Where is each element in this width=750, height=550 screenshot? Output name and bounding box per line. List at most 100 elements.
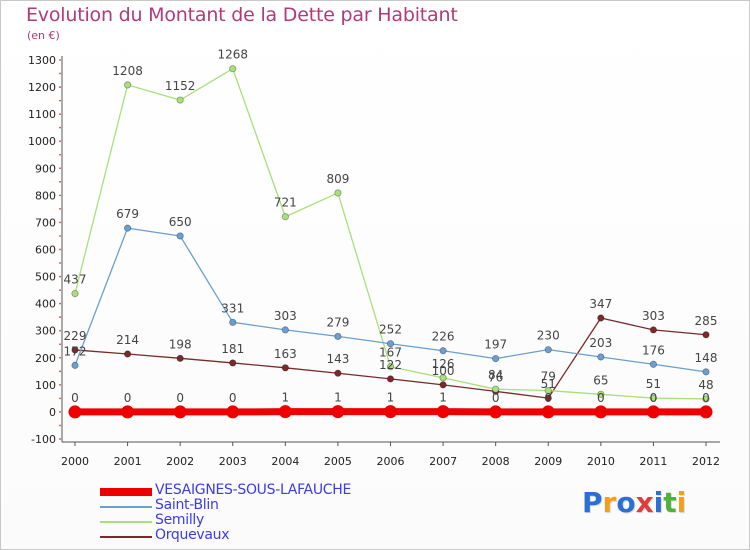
data-label: 0 <box>544 391 552 405</box>
y-axis-minor-mark <box>59 113 61 116</box>
x-tick-label: 2005 <box>324 455 352 468</box>
y-axis-minor-mark <box>59 140 61 143</box>
data-point <box>123 81 132 89</box>
y-tick-label: 500 <box>35 271 56 284</box>
data-point <box>544 346 552 354</box>
y-tick-label: 1300 <box>28 54 56 67</box>
y-tick-label: 100 <box>35 379 56 392</box>
data-point <box>544 386 552 395</box>
legend-swatch <box>100 536 152 538</box>
legend-label: Orquevaux <box>155 527 230 543</box>
data-point <box>439 374 447 382</box>
data-label: 0 <box>492 391 500 405</box>
data-label: 1268 <box>217 48 248 62</box>
y-axis-minor-mark <box>59 383 61 386</box>
x-tick-label: 2010 <box>587 455 615 468</box>
y-axis-minor-mark <box>59 289 61 292</box>
data-label: 100 <box>432 364 455 378</box>
legend-swatch <box>100 488 152 496</box>
data-point <box>492 385 500 393</box>
data-label: 79 <box>541 370 556 384</box>
x-tick-label: 2001 <box>114 455 142 468</box>
y-tick-label: 0 <box>49 406 56 419</box>
x-tick-label: 2007 <box>429 455 457 468</box>
data-point <box>702 331 710 339</box>
data-point <box>68 405 82 419</box>
legend-label: VESAIGNES-SOUS-LAFAUCHE <box>155 482 352 498</box>
data-label: 1 <box>439 391 447 405</box>
data-label: 0 <box>229 391 237 405</box>
data-label: 226 <box>432 330 455 344</box>
data-point <box>229 359 237 367</box>
data-point <box>439 347 447 355</box>
y-axis-minor-mark <box>59 167 61 170</box>
y-axis-minor-mark <box>59 316 61 319</box>
data-label: 0 <box>650 391 658 405</box>
data-label: 0 <box>176 391 184 405</box>
data-label: 48 <box>698 378 713 392</box>
data-point <box>123 224 132 232</box>
data-point <box>386 363 395 371</box>
y-tick-label: 900 <box>35 162 56 175</box>
data-label: 1 <box>334 391 342 405</box>
logo-letter: i <box>676 486 687 519</box>
data-label: 51 <box>541 377 556 391</box>
logo-letter: r <box>602 486 617 519</box>
x-tick-label: 2000 <box>61 455 89 468</box>
data-point <box>646 405 660 419</box>
y-tick-label: 1200 <box>28 81 56 94</box>
data-label: 176 <box>642 343 665 357</box>
data-label: 303 <box>642 309 665 323</box>
x-tick-label: 2004 <box>271 455 299 468</box>
data-label: 279 <box>326 315 349 329</box>
y-axis-minor-mark <box>59 194 61 197</box>
data-point <box>176 96 184 104</box>
y-axis-minor-mark <box>59 397 61 400</box>
y-tick-label: 1100 <box>28 108 56 121</box>
data-point <box>649 394 658 402</box>
data-label: 650 <box>169 215 192 229</box>
data-point <box>649 326 658 334</box>
data-label: 1 <box>387 391 395 405</box>
y-tick-label: 400 <box>35 298 56 311</box>
data-point <box>386 375 395 383</box>
x-tick-label: 2002 <box>166 455 194 468</box>
data-label: 1208 <box>112 64 143 78</box>
legend-swatch <box>100 521 152 523</box>
data-point <box>229 318 237 326</box>
data-label: 198 <box>169 337 192 351</box>
y-axis-minor-mark <box>59 302 61 305</box>
legend-label: Semilly <box>155 512 204 528</box>
y-axis-minor-mark <box>59 329 61 332</box>
data-label: 143 <box>326 352 349 366</box>
legend-swatch <box>100 506 152 508</box>
y-tick-label: 200 <box>35 352 56 365</box>
data-point <box>121 405 135 419</box>
data-point <box>71 346 79 354</box>
y-axis-minor-mark <box>59 180 61 183</box>
data-point <box>541 405 555 419</box>
x-tick-label: 2006 <box>377 455 405 468</box>
data-point <box>386 340 395 348</box>
data-point <box>229 65 237 73</box>
data-label: 331 <box>221 301 244 315</box>
data-point <box>173 405 187 419</box>
data-label: 163 <box>274 347 297 361</box>
data-label: 0 <box>71 391 79 405</box>
data-point <box>278 405 292 419</box>
data-label: 1 <box>282 391 290 405</box>
y-axis-minor-mark <box>59 221 61 224</box>
y-axis-minor-mark <box>59 275 61 278</box>
logo-letter: t <box>663 486 677 519</box>
data-point <box>334 189 342 197</box>
data-label: 252 <box>379 323 402 337</box>
x-tick-label: 2012 <box>692 455 720 468</box>
x-tick-label: 2003 <box>219 455 247 468</box>
data-label: 51 <box>646 377 661 391</box>
chart-title: Evolution du Montant de la Dette par Hab… <box>26 4 458 26</box>
y-axis-minor-mark <box>59 248 61 251</box>
data-point <box>331 405 345 419</box>
data-point <box>544 394 552 402</box>
y-tick-label: 600 <box>35 244 56 257</box>
